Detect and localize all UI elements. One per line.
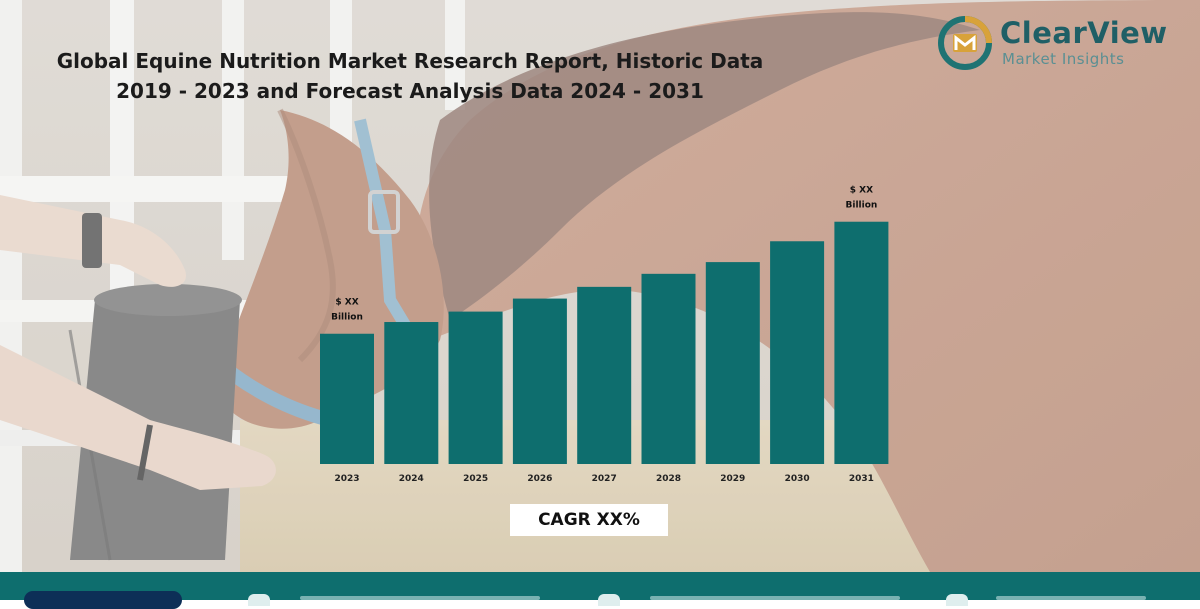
logo-mark-icon	[938, 16, 992, 70]
x-tick-label-2031: 2031	[849, 474, 874, 484]
x-tick-label-2029: 2029	[720, 474, 745, 484]
x-tick-label-2030: 2030	[785, 474, 810, 484]
data-label-2023-top: $ XX	[335, 298, 358, 308]
phone-icon	[946, 594, 968, 606]
bar-2030	[770, 241, 825, 464]
logo-name: ClearView	[1000, 16, 1168, 50]
globe-icon	[248, 594, 270, 606]
bar-2025	[448, 311, 503, 464]
report-title: Global Equine Nutrition Market Research …	[40, 46, 780, 106]
data-label-2031-top: $ XX	[850, 186, 873, 196]
bar-2031	[834, 221, 889, 464]
footer-contact-pill	[24, 591, 182, 609]
mail-icon	[598, 594, 620, 606]
bar-2028	[641, 273, 696, 464]
report-title-line-2: 2019 - 2023 and Forecast Analysis Data 2…	[116, 79, 704, 103]
x-tick-label-2024: 2024	[399, 474, 424, 484]
x-tick-label-2028: 2028	[656, 474, 681, 484]
footer-info-line	[300, 596, 540, 600]
footer-bar	[0, 572, 1200, 609]
bar-2026	[512, 298, 567, 464]
data-label-2023-bottom: Billion	[331, 313, 363, 323]
footer-info-line	[650, 596, 900, 600]
logo: ClearView Market Insights	[936, 14, 1168, 74]
cagr-label: CAGR XX%	[510, 504, 668, 536]
bar-2023	[320, 333, 374, 464]
bar-2029	[705, 262, 760, 464]
report-title-line-1: Global Equine Nutrition Market Research …	[56, 49, 764, 73]
x-tick-label-2025: 2025	[463, 474, 488, 484]
logo-tagline: Market Insights	[1002, 50, 1125, 68]
x-tick-label-2026: 2026	[527, 474, 552, 484]
x-tick-label-2023: 2023	[334, 474, 359, 484]
data-label-2031-bottom: Billion	[846, 201, 878, 211]
x-tick-label-2027: 2027	[592, 474, 617, 484]
bar-2027	[577, 286, 632, 464]
footer-info-line	[996, 596, 1146, 600]
bar-2024	[384, 322, 439, 464]
